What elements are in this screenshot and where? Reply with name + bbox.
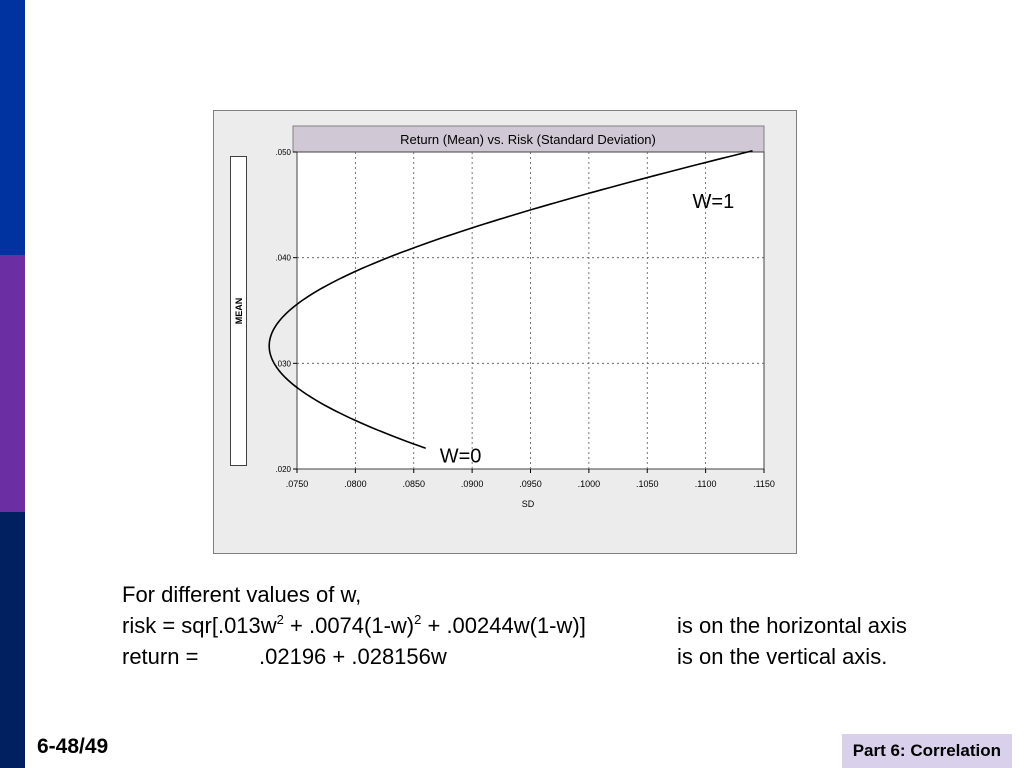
x-tick-label: .0850 (402, 479, 425, 489)
risk-formula-sup: 2 (276, 612, 284, 627)
return-formula: .02196 + .028156w (259, 644, 447, 669)
x-tick-label: .0950 (519, 479, 542, 489)
caption-line-1: For different values of w, (122, 579, 586, 610)
caption-intro: For different values of w, (122, 582, 362, 607)
y-tick-label: .020 (275, 465, 291, 474)
chart-title: Return (Mean) vs. Risk (Standard Deviati… (400, 132, 656, 147)
y-tick-label: .050 (275, 148, 291, 157)
side-bar-purple (0, 255, 25, 512)
caption: For different values of w, risk = sqr[.0… (122, 579, 907, 672)
x-ticks: .0750 .0800 .0850 .0900 .0950 .1000 .1050 .1100… (286, 469, 775, 489)
x-tick-label: .0800 (344, 479, 367, 489)
risk-formula-part: + .00244w(1-w)] (421, 613, 586, 638)
risk-axis-note: is on the horizontal axis (677, 613, 907, 638)
y-tick-label: .030 (275, 359, 291, 368)
x-tick-label: .1000 (578, 479, 601, 489)
annotation-w1: W=1 (693, 191, 735, 213)
return-axis-note: is on the vertical axis. (677, 644, 888, 669)
slide-number: 6-48/49 (37, 735, 109, 758)
annotation-w0: W=0 (440, 445, 482, 467)
risk-formula-part: risk = sqr[.013w (122, 613, 277, 638)
title-bar (292, 125, 765, 153)
y-ticks: .020 .030 .040 .050 (275, 148, 297, 474)
x-tick-label: .0900 (461, 479, 484, 489)
risk-formula: risk = sqr[.013w2 + .0074(1-w)2 + .00244… (122, 613, 586, 638)
series-line (268, 149, 753, 450)
x-tick-label: .0750 (286, 479, 309, 489)
x-tick-label: .1150 (753, 479, 775, 489)
x-tick-label: .1050 (636, 479, 659, 489)
section-label: Part 6: Correlation (841, 734, 1012, 768)
plot-area (296, 151, 765, 470)
return-label: return = (122, 644, 199, 669)
x-tick-label: .1100 (695, 479, 717, 489)
caption-line-2: risk = sqr[.013w2 + .0074(1-w)2 + .00244… (122, 610, 907, 641)
caption-line-3: return = .02196 + .028156w is on the ver… (122, 641, 887, 672)
side-bar-navy (0, 512, 25, 768)
risk-formula-sup: 2 (414, 612, 422, 627)
side-bar-blue (0, 0, 25, 255)
risk-formula-part: + .0074(1-w) (283, 613, 415, 638)
x-axis-label: SD (522, 499, 535, 509)
y-axis-label-box (230, 156, 247, 466)
y-tick-label: .040 (275, 254, 291, 263)
